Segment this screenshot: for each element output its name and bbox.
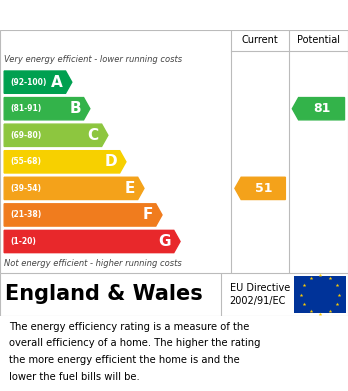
- Text: Not energy efficient - higher running costs: Not energy efficient - higher running co…: [4, 259, 182, 268]
- Text: Current: Current: [242, 35, 278, 45]
- Text: (81-91): (81-91): [10, 104, 42, 113]
- Text: 2002/91/EC: 2002/91/EC: [230, 296, 286, 306]
- Polygon shape: [4, 204, 162, 226]
- Text: overall efficiency of a home. The higher the rating: overall efficiency of a home. The higher…: [9, 339, 260, 348]
- Text: (39-54): (39-54): [10, 184, 41, 193]
- Text: F: F: [143, 208, 153, 222]
- Text: Very energy efficient - lower running costs: Very energy efficient - lower running co…: [4, 55, 182, 64]
- Polygon shape: [4, 124, 108, 146]
- Text: England & Wales: England & Wales: [5, 285, 203, 305]
- Polygon shape: [4, 151, 126, 173]
- Text: (92-100): (92-100): [10, 78, 47, 87]
- Text: E: E: [125, 181, 135, 196]
- Text: (69-80): (69-80): [10, 131, 42, 140]
- Polygon shape: [292, 98, 345, 120]
- Polygon shape: [4, 98, 90, 120]
- Text: (55-68): (55-68): [10, 157, 41, 166]
- Text: The energy efficiency rating is a measure of the: The energy efficiency rating is a measur…: [9, 322, 249, 332]
- Text: A: A: [51, 75, 63, 90]
- Polygon shape: [4, 177, 144, 199]
- Text: G: G: [159, 234, 171, 249]
- Text: lower the fuel bills will be.: lower the fuel bills will be.: [9, 371, 140, 382]
- Text: C: C: [88, 128, 99, 143]
- Text: (1-20): (1-20): [10, 237, 36, 246]
- Polygon shape: [235, 177, 285, 199]
- Polygon shape: [4, 71, 72, 93]
- Text: D: D: [104, 154, 117, 169]
- Text: the more energy efficient the home is and the: the more energy efficient the home is an…: [9, 355, 239, 365]
- Text: 81: 81: [313, 102, 330, 115]
- Polygon shape: [4, 230, 180, 253]
- Text: Energy Efficiency Rating: Energy Efficiency Rating: [69, 7, 279, 23]
- Text: B: B: [69, 101, 81, 116]
- Text: 51: 51: [254, 182, 272, 195]
- Bar: [294, 276, 346, 313]
- Text: Potential: Potential: [297, 35, 340, 45]
- Text: (21-38): (21-38): [10, 210, 42, 219]
- Text: EU Directive: EU Directive: [230, 283, 290, 293]
